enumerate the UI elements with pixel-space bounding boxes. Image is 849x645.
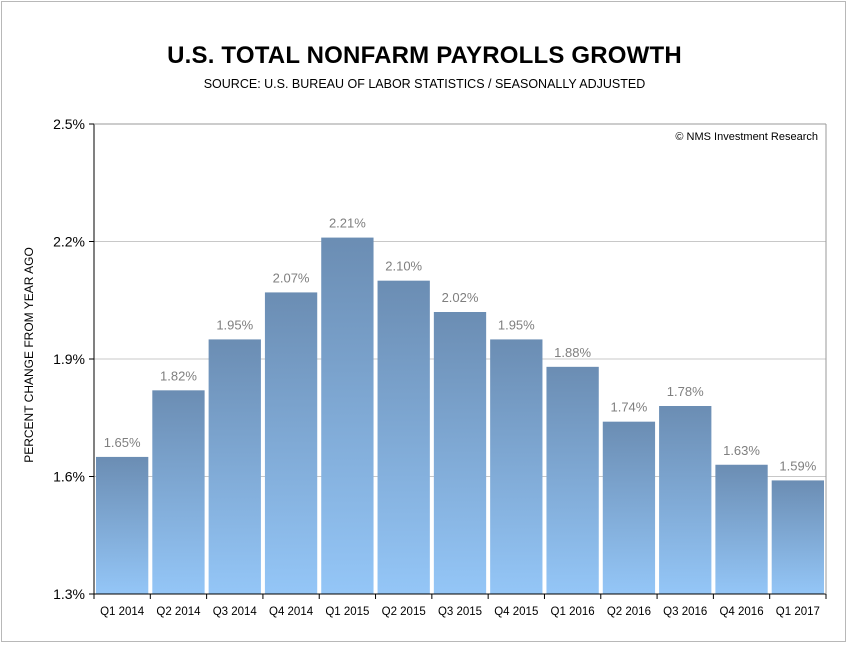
bar [490, 339, 543, 594]
bar [377, 280, 430, 594]
data-label: 1.65% [104, 435, 141, 450]
chart-subtitle: SOURCE: U.S. BUREAU OF LABOR STATISTICS … [203, 77, 646, 91]
bar [208, 339, 261, 594]
x-tick-label: Q2 2016 [607, 606, 651, 618]
y-tick-label: 1.9% [53, 351, 85, 367]
data-label: 2.10% [385, 259, 422, 274]
bar [264, 292, 318, 594]
axes: 1.3% 1.6% 1.9% 2.2% 2.5% Q1 2014 Q2 2014 Q3 201… [53, 116, 827, 618]
bar [321, 237, 374, 595]
data-label: 2.02% [442, 290, 479, 305]
watermark-text: © NMS Investment Research [675, 131, 818, 143]
x-tick-label: Q2 2015 [382, 606, 426, 618]
bar [602, 421, 656, 594]
bar [771, 480, 824, 594]
data-label: 2.21% [329, 216, 366, 231]
x-tick-label: Q1 2016 [551, 606, 595, 618]
data-labels: 1.65% 1.82% 1.95% 2.07% 2.21% 2.10% 2.02% 1.95%… [104, 216, 817, 474]
bar [546, 366, 599, 594]
bar [96, 456, 149, 594]
x-tick-label: Q1 2017 [776, 606, 820, 618]
x-tick-label: Q1 2014 [100, 606, 145, 618]
x-tick-label: Q2 2014 [156, 606, 201, 618]
x-tick-label: Q4 2015 [494, 606, 538, 618]
bar [152, 390, 205, 594]
bar [433, 312, 487, 594]
data-label: 1.88% [554, 345, 591, 360]
x-tick-label: Q4 2014 [269, 606, 314, 618]
chart-title: U.S. TOTAL NONFARM PAYROLLS GROWTH [167, 42, 682, 69]
y-axis-label: PERCENT CHANGE FROM YEAR AGO [22, 247, 36, 463]
data-label: 1.95% [498, 317, 535, 332]
x-tick-label: Q4 2016 [719, 606, 763, 618]
bar [659, 406, 712, 594]
x-tick-label: Q3 2014 [213, 606, 258, 618]
data-label: 1.74% [610, 400, 647, 415]
data-label: 1.59% [779, 458, 816, 473]
data-label: 1.63% [723, 443, 760, 458]
y-tick-label: 1.6% [53, 469, 85, 485]
y-tick-label: 2.2% [53, 234, 85, 250]
data-label: 2.07% [273, 270, 310, 285]
data-label: 1.78% [667, 384, 704, 399]
x-tick-label: Q3 2015 [438, 606, 482, 618]
y-tick-label: 1.3% [53, 586, 85, 602]
bar [715, 464, 768, 594]
x-tick-label: Q1 2015 [325, 606, 369, 618]
bars [96, 237, 824, 595]
y-tick-label: 2.5% [53, 116, 85, 132]
data-label: 1.95% [216, 317, 253, 332]
data-label: 1.82% [160, 368, 197, 383]
x-tick-label: Q3 2016 [663, 606, 707, 618]
